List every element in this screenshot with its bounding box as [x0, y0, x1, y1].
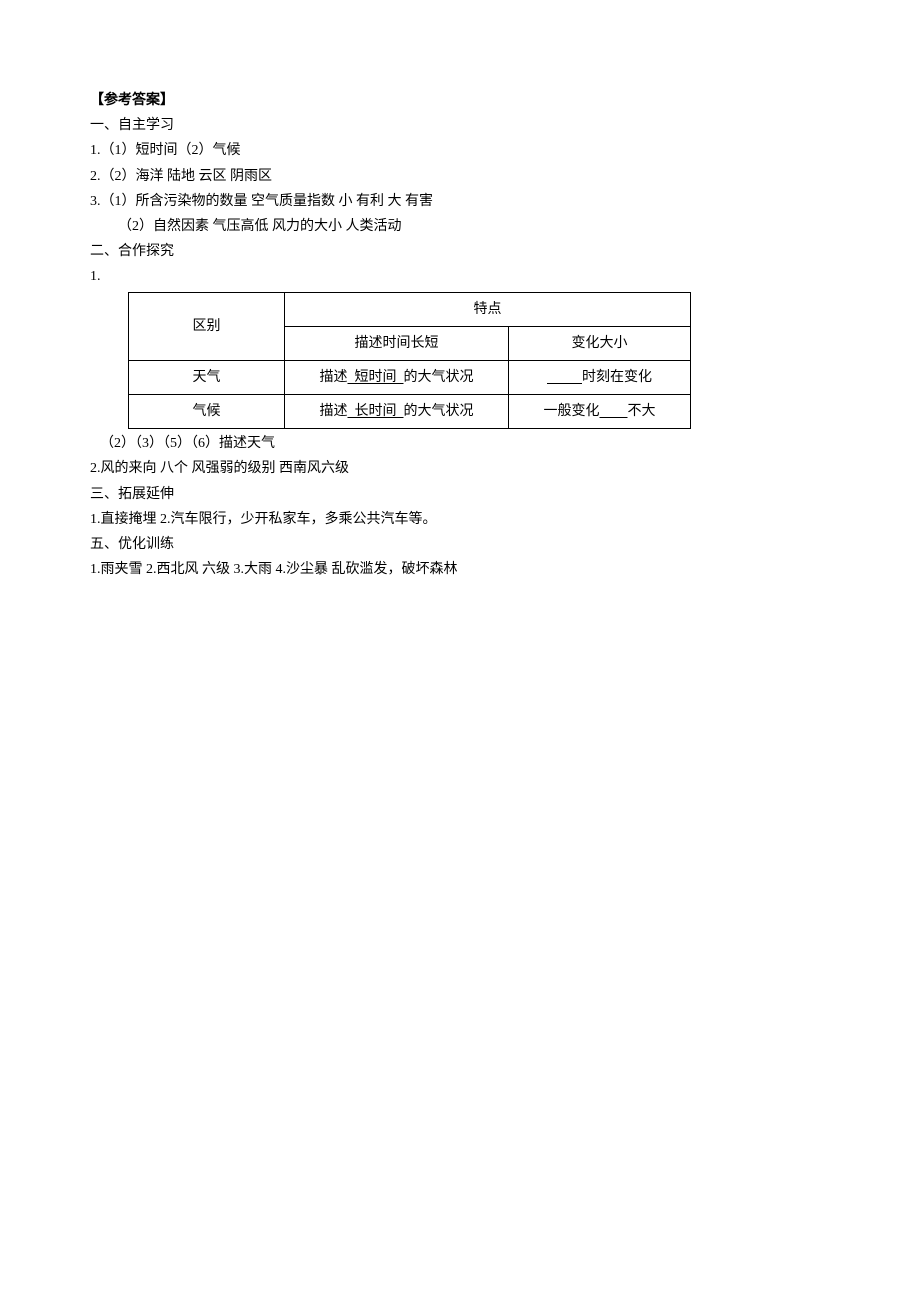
table-header-distinction: 区别	[129, 292, 285, 360]
s2-line-3: 2.风的来向 八个 风强弱的级别 西南风六级	[90, 456, 830, 481]
table-header-features: 特点	[285, 292, 691, 326]
table-cell-weather-variation: 时刻在变化	[509, 360, 691, 394]
s5-line-1: 1.雨夹雪 2.西北风 六级 3.大雨 4.沙尘暴 乱砍滥发，破坏森林	[90, 557, 830, 582]
answer-key-heading: 【参考答案】	[90, 88, 830, 113]
s2-line-2: （2）（3）（5）（6）描述天气	[90, 431, 830, 456]
text-fragment: 的大气状况	[404, 370, 474, 385]
text-fragment: 不大	[628, 404, 656, 419]
text-fragment: 时刻在变化	[582, 370, 652, 385]
table-cell-climate-duration: 描述 长时间 的大气状况	[285, 395, 509, 429]
s1-line-4: （2）自然因素 气压高低 风力的大小 人类活动	[90, 214, 830, 239]
table-subheader-variation: 变化大小	[509, 326, 691, 360]
s3-line-1: 1.直接掩埋 2.汽车限行，少开私家车，多乘公共汽车等。	[90, 507, 830, 532]
blank-fill: 短时间	[348, 370, 404, 385]
text-fragment: 描述	[320, 370, 348, 385]
section-5-title: 五、优化训练	[90, 532, 830, 557]
table-cell-weather-duration: 描述 短时间 的大气状况	[285, 360, 509, 394]
s1-line-3: 3.（1）所含污染物的数量 空气质量指数 小 有利 大 有害	[90, 189, 830, 214]
comparison-table: 区别 特点 描述时间长短 变化大小 天气 描述 短时间 的大气状况 时刻在变化 …	[128, 292, 691, 430]
blank-fill: 长时间	[348, 404, 404, 419]
s1-line-1: 1.（1）短时间（2）气候	[90, 138, 830, 163]
table-row: 天气 描述 短时间 的大气状况 时刻在变化	[129, 360, 691, 394]
table-subheader-duration: 描述时间长短	[285, 326, 509, 360]
text-fragment: 的大气状况	[404, 404, 474, 419]
blank-fill	[600, 404, 628, 419]
table-cell-climate-variation: 一般变化 不大	[509, 395, 691, 429]
section-3-title: 三、拓展延伸	[90, 482, 830, 507]
text-fragment: 描述	[320, 404, 348, 419]
section-2-title: 二、合作探究	[90, 239, 830, 264]
table-row: 区别 特点	[129, 292, 691, 326]
table-row: 气候 描述 长时间 的大气状况 一般变化 不大	[129, 395, 691, 429]
table-cell-climate-label: 气候	[129, 395, 285, 429]
section-1-title: 一、自主学习	[90, 113, 830, 138]
s2-line-1: 1.	[90, 264, 830, 289]
table-cell-weather-label: 天气	[129, 360, 285, 394]
s1-line-2: 2.（2）海洋 陆地 云区 阴雨区	[90, 164, 830, 189]
document-content: 【参考答案】 一、自主学习 1.（1）短时间（2）气候 2.（2）海洋 陆地 云…	[90, 88, 830, 582]
blank-fill	[547, 370, 582, 385]
text-fragment: 一般变化	[544, 404, 600, 419]
